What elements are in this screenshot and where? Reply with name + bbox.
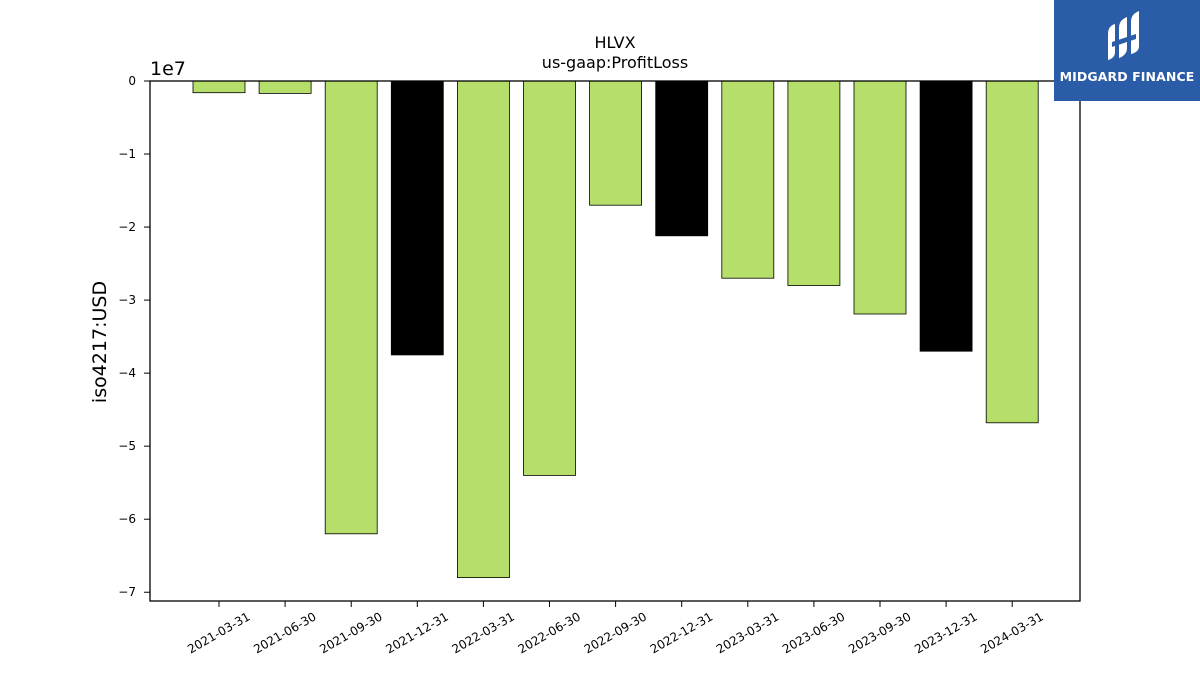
y-axis-label: iso4217:USD	[89, 281, 111, 403]
x-tick-label: 2022-09-30	[582, 609, 649, 656]
y-tick-label: −3	[118, 293, 136, 307]
x-tick-label: 2021-06-30	[251, 609, 318, 656]
x-tick-label: 2022-03-31	[449, 609, 516, 656]
bar-2022-09-30	[589, 80, 642, 206]
bar-2021-09-30	[324, 80, 378, 535]
y-tick-label: −6	[118, 512, 136, 526]
x-tick-label: 2023-03-31	[714, 609, 781, 656]
x-tick-label: 2023-09-30	[846, 609, 913, 656]
y-tick-label: 0	[128, 74, 136, 88]
bar-2023-03-31	[721, 80, 775, 279]
bars-group	[192, 80, 1039, 579]
bar-2021-12-31	[390, 80, 444, 356]
midgard-logo: MIDGARD FINANCE	[1054, 0, 1200, 101]
y-tick-label: −7	[118, 585, 136, 599]
bar-2024-03-31	[985, 80, 1039, 424]
y-offset-text: 1e7	[150, 58, 186, 80]
x-tick-label: 2022-12-31	[648, 609, 715, 656]
chart-subtitle: us-gaap:ProfitLoss	[542, 53, 688, 72]
logo-text: MIDGARD FINANCE	[1059, 69, 1195, 84]
x-tick-label: 2021-12-31	[383, 609, 450, 656]
bar-2022-03-31	[456, 80, 510, 579]
x-tick-label: 2021-09-30	[317, 609, 384, 656]
bar-2021-03-31	[192, 80, 246, 94]
bar-2023-09-30	[853, 80, 907, 315]
plot-frame	[149, 80, 1081, 602]
x-tick-label: 2021-03-31	[185, 609, 252, 656]
y-ticks-group: 0 −1 −2 −3 −4 −5 −6 −7	[118, 74, 150, 599]
x-tick-label: 2023-12-31	[912, 609, 979, 656]
bar-2022-06-30	[523, 80, 576, 476]
x-tick-label: 2024-03-31	[978, 609, 1045, 656]
midgard-logo-icon	[1108, 11, 1139, 60]
y-tick-label: −1	[118, 147, 136, 161]
bar-2021-06-30	[258, 80, 312, 94]
x-ticks-group: 2021-03-312021-06-302021-09-302021-12-31…	[185, 601, 1046, 656]
y-tick-label: −5	[118, 439, 136, 453]
y-tick-label: −2	[118, 220, 136, 234]
bar-2023-12-31	[919, 80, 973, 352]
x-tick-label: 2023-06-30	[780, 609, 847, 656]
bar-2023-06-30	[787, 80, 841, 286]
y-tick-label: −4	[118, 366, 136, 380]
x-tick-label: 2022-06-30	[516, 609, 583, 656]
bar-2022-12-31	[655, 80, 709, 237]
chart-title: HLVX	[594, 33, 635, 52]
